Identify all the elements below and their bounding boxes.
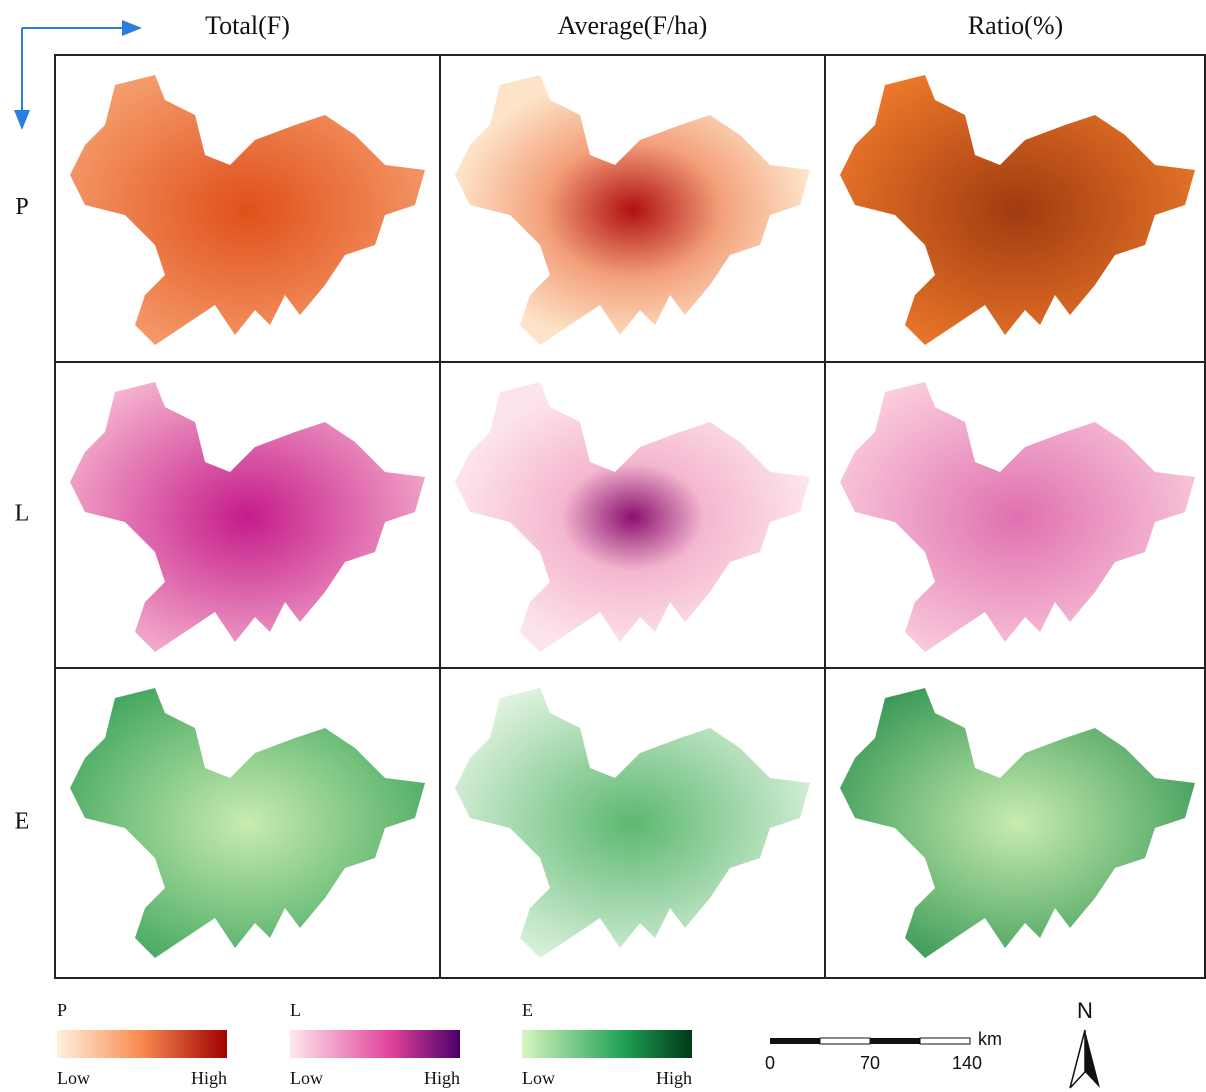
region-map xyxy=(455,75,810,345)
map-panel xyxy=(70,688,425,958)
region-map xyxy=(840,75,1195,345)
legend-high: High xyxy=(191,1068,227,1088)
north-arrow xyxy=(1070,1030,1100,1088)
column-header: Ratio(%) xyxy=(968,11,1063,40)
legend-title: P xyxy=(57,1000,67,1020)
map-panel xyxy=(840,688,1195,958)
scale-label: 140 xyxy=(952,1053,982,1073)
scale-unit: km xyxy=(978,1029,1002,1049)
color-ramp xyxy=(522,1030,692,1058)
map-panel xyxy=(840,382,1195,652)
scale-bar xyxy=(770,1038,970,1044)
row-label: P xyxy=(15,194,28,220)
map-panel xyxy=(840,75,1195,345)
row-label: L xyxy=(15,501,30,527)
map-panel xyxy=(455,75,810,345)
region-map xyxy=(70,75,425,345)
region-map xyxy=(70,382,425,652)
region-map xyxy=(840,688,1195,958)
color-ramp xyxy=(290,1030,460,1058)
north-label: N xyxy=(1077,998,1093,1023)
page: Total(F) Average(F/ha) Ratio(%) P L E P Low High… xyxy=(0,0,1206,1092)
scale-label: 70 xyxy=(860,1053,880,1073)
map-panel xyxy=(455,382,810,652)
region-map xyxy=(70,688,425,958)
region-map xyxy=(455,688,810,958)
map-panel xyxy=(70,75,425,345)
region-map xyxy=(455,382,810,652)
column-header: Total(F) xyxy=(205,11,290,40)
column-header: Average(F/ha) xyxy=(558,11,708,40)
legend-low: Low xyxy=(522,1068,555,1088)
legend-title: E xyxy=(522,1000,533,1020)
map-panel xyxy=(455,688,810,958)
legend-high: High xyxy=(424,1068,460,1088)
legend-low: Low xyxy=(290,1068,323,1088)
region-map xyxy=(840,382,1195,652)
row-label: E xyxy=(15,809,30,835)
figure: Total(F) Average(F/ha) Ratio(%) P L E P Low High… xyxy=(0,0,1206,1092)
map-panel xyxy=(70,382,425,652)
legend-high: High xyxy=(656,1068,692,1088)
scale-label: 0 xyxy=(765,1053,775,1073)
legend-low: Low xyxy=(57,1068,90,1088)
color-ramp xyxy=(57,1030,227,1058)
legend-title: L xyxy=(290,1000,301,1020)
